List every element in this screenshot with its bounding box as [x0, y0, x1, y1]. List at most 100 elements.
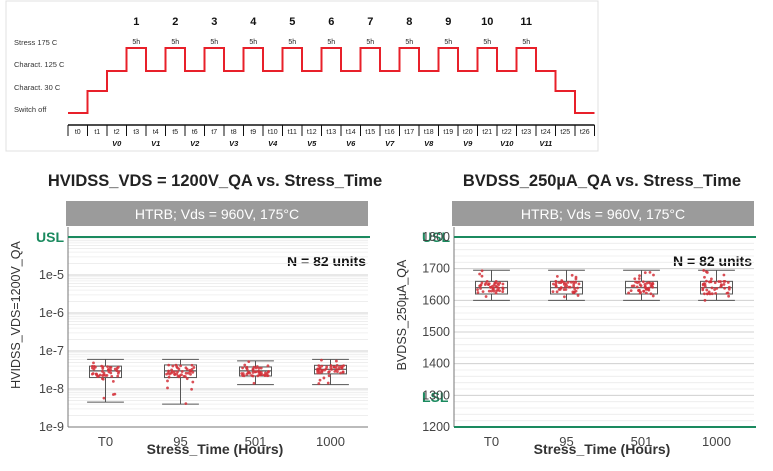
sample-point	[713, 288, 717, 291]
sample-point	[560, 280, 564, 283]
y-tick-label: 1e-5	[39, 268, 64, 282]
sample-point	[488, 285, 492, 289]
time-point-label: t20	[463, 129, 473, 136]
cycle-number: 6	[328, 16, 334, 28]
sample-point	[97, 374, 101, 378]
sample-point	[183, 375, 187, 378]
sample-point	[723, 279, 727, 283]
time-point-label: t13	[326, 129, 336, 136]
sample-point	[554, 279, 558, 283]
sample-point	[490, 289, 493, 293]
sample-point	[496, 282, 500, 285]
sample-point	[484, 295, 488, 298]
sample-point	[173, 372, 176, 376]
verification-label: V8	[424, 139, 434, 148]
sample-point	[109, 368, 113, 372]
sample-point	[636, 281, 639, 285]
sample-point	[106, 365, 109, 369]
x-tick-label: T0	[98, 434, 113, 449]
chart-bvdss: BVDSS_250µA_QA vs. Stress_Time HTRB; Vds…	[395, 172, 756, 457]
sample-point	[105, 374, 109, 377]
sample-point	[637, 277, 641, 280]
sample-point	[109, 371, 113, 375]
sample-point	[485, 280, 489, 283]
y-tick-label: 1200	[422, 420, 450, 434]
sample-point	[708, 280, 711, 284]
cycle-number: 3	[211, 16, 217, 28]
sample-point	[727, 285, 731, 289]
sample-point	[184, 366, 188, 370]
sample-point	[555, 290, 559, 294]
sample-point	[649, 292, 653, 296]
sample-point	[333, 369, 337, 373]
sample-point	[639, 290, 642, 294]
sample-point	[715, 287, 719, 290]
sample-point	[493, 281, 497, 285]
sample-point	[265, 374, 269, 378]
sample-point	[172, 370, 176, 374]
cycle-number: 1	[133, 16, 139, 28]
time-point-label: t4	[153, 129, 159, 136]
x-tick-label: 501	[245, 434, 267, 449]
sample-point	[327, 370, 331, 374]
duration-label: 5h	[444, 39, 452, 46]
sample-point	[320, 358, 323, 362]
sample-point	[722, 273, 726, 277]
verification-label: V2	[190, 139, 200, 148]
time-point-label: t24	[541, 129, 551, 136]
cycle-number: 9	[445, 16, 451, 28]
sample-point	[633, 277, 637, 281]
y-tick-label: 1600	[422, 293, 450, 307]
chart-title: BVDSS_250µA_QA vs. Stress_Time	[463, 172, 741, 190]
sample-point	[110, 374, 114, 378]
duration-label: 5h	[171, 39, 179, 46]
sample-point	[107, 368, 110, 372]
sample-point	[166, 379, 169, 383]
sample-point	[487, 289, 491, 293]
sample-point	[480, 274, 484, 278]
sample-point	[714, 291, 718, 295]
condition-banner	[66, 201, 368, 226]
sample-point	[501, 287, 505, 291]
sample-point	[243, 363, 247, 367]
duration-label: 5h	[210, 39, 218, 46]
sample-point	[341, 370, 345, 374]
sample-point	[167, 375, 171, 379]
sample-point	[501, 290, 505, 293]
sample-point	[241, 366, 245, 370]
sample-point	[705, 271, 709, 274]
cycle-number: 8	[406, 16, 412, 28]
sample-point	[257, 367, 261, 370]
sample-point	[259, 366, 263, 370]
sample-point	[491, 286, 495, 290]
sample-point	[267, 370, 270, 373]
sample-point	[635, 285, 639, 289]
sample-point	[185, 377, 189, 381]
y-tick-label: 1700	[422, 262, 450, 276]
sample-point	[190, 363, 194, 367]
sample-point	[252, 381, 256, 385]
sample-point	[719, 285, 723, 289]
sample-point	[564, 282, 568, 286]
y-tick-label: 1e-8	[39, 382, 64, 396]
sample-point	[258, 373, 262, 377]
verification-label: V9	[463, 139, 473, 148]
stress-timing-diagram: Stress 175 C Charact. 125 C Charact. 30 …	[5, 0, 599, 152]
sample-point	[316, 371, 320, 375]
sample-point	[167, 363, 171, 367]
sample-point	[570, 273, 574, 277]
sample-point	[102, 373, 106, 377]
sample-point	[188, 368, 192, 372]
duration-label: 5h	[288, 39, 296, 46]
y-axis-label: HVIDSS_VDS=1200V_QA	[9, 241, 23, 389]
condition-banner-text: HTRB; Vds = 960V, 175°C	[521, 206, 685, 222]
sample-point	[562, 288, 566, 291]
sample-point	[108, 366, 112, 369]
sample-point	[574, 277, 578, 281]
sample-point	[93, 365, 96, 368]
level-label-switch-off: Switch off	[14, 105, 47, 114]
y-tick-label: 1800	[422, 230, 450, 244]
sample-point	[320, 370, 324, 374]
time-point-label: t17	[404, 129, 414, 136]
sample-point	[91, 366, 94, 370]
